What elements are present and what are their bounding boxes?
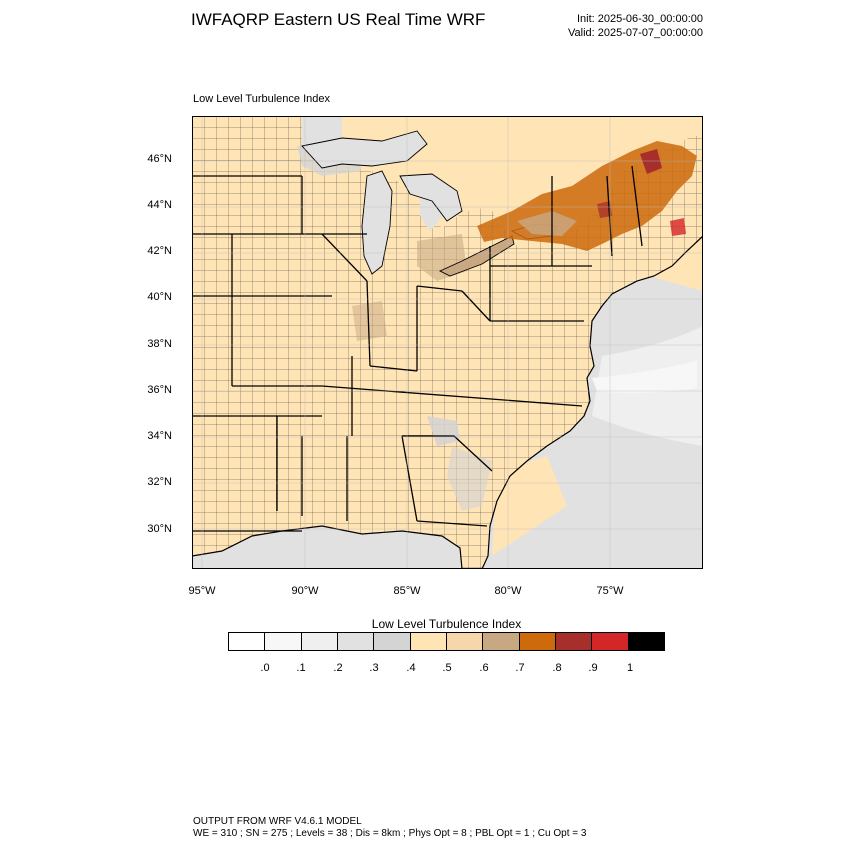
lat-label: 30°N [147, 523, 172, 535]
colorbar-tick: .2 [333, 662, 343, 674]
lat-label: 36°N [147, 384, 172, 396]
graticule [192, 116, 703, 569]
valid-time: Valid: 2025-07-07_00:00:00 [568, 27, 703, 39]
lat-label: 40°N [147, 291, 172, 303]
colorbar-tick: .7 [515, 662, 525, 674]
coastline [192, 136, 703, 569]
lat-label: 32°N [147, 476, 172, 488]
lat-label: 42°N [147, 245, 172, 257]
red-core-2 [670, 218, 686, 236]
panel-label: Low Level Turbulence Index [193, 93, 330, 105]
state-borders [192, 165, 643, 532]
colorbar-swatch [555, 633, 593, 650]
lat-label: 44°N [147, 199, 172, 211]
colorbar-title: Low Level Turbulence Index [371, 617, 522, 631]
atlantic-lighter-band [592, 361, 697, 393]
colorbar-swatch [337, 633, 375, 650]
colorbar-tick: .0 [260, 662, 270, 674]
colorbar-tick: 1 [626, 662, 634, 674]
init-time: Init: 2025-06-30_00:00:00 [577, 13, 703, 25]
colorbar-tick: .1 [296, 662, 306, 674]
lon-label: 80°W [494, 585, 522, 597]
lake-superior [301, 130, 428, 169]
colorbar-swatch [265, 633, 302, 650]
lon-label: 75°W [596, 585, 624, 597]
lon-label: 90°W [291, 585, 319, 597]
footer-line-1: OUTPUT FROM WRF V4.6.1 MODEL [193, 816, 362, 827]
colorbar-tick: .8 [552, 662, 562, 674]
turbulence-map [192, 116, 703, 569]
tan-patch-indiana [352, 301, 387, 341]
colorbar-tick: .3 [369, 662, 379, 674]
colorbar [228, 632, 665, 651]
colorbar-swatch [628, 633, 664, 650]
colorbar-swatch [301, 633, 338, 650]
lake-huron [399, 173, 463, 222]
atlantic-tan-field [492, 456, 567, 556]
map-frame [192, 116, 703, 569]
colorbar-swatch [229, 633, 266, 650]
lon-label: 95°W [188, 585, 216, 597]
red-core-1 [640, 149, 662, 174]
colorbar-tick: .4 [406, 662, 416, 674]
colorbar-tick: .9 [588, 662, 598, 674]
colorbar-tick: .6 [479, 662, 489, 674]
lake-michigan [361, 170, 393, 275]
lake-erie [438, 235, 515, 277]
colorbar-swatch [519, 633, 556, 650]
map-title: IWFAQRP Eastern US Real Time WRF [191, 10, 486, 29]
gray-patch-south [447, 446, 492, 511]
colorbar-swatch [374, 633, 411, 650]
footer-line-2: WE = 310 ; SN = 275 ; Levels = 38 ; Dis … [193, 828, 587, 839]
lat-label: 34°N [147, 430, 172, 442]
colorbar-swatch [446, 633, 484, 650]
colorbar-swatch [483, 633, 520, 650]
gray-patch-appalachia [427, 416, 460, 446]
lat-label: 38°N [147, 338, 172, 350]
colorbar-tick: .5 [442, 662, 452, 674]
lon-label: 85°W [393, 585, 421, 597]
lat-label: 46°N [147, 153, 172, 165]
colorbar-swatch [592, 633, 629, 650]
model-footer: OUTPUT FROM WRF V4.6.1 MODEL WE = 310 ; … [193, 816, 586, 840]
colorbar-swatch [410, 633, 447, 650]
light-tan-northeast [517, 211, 577, 236]
